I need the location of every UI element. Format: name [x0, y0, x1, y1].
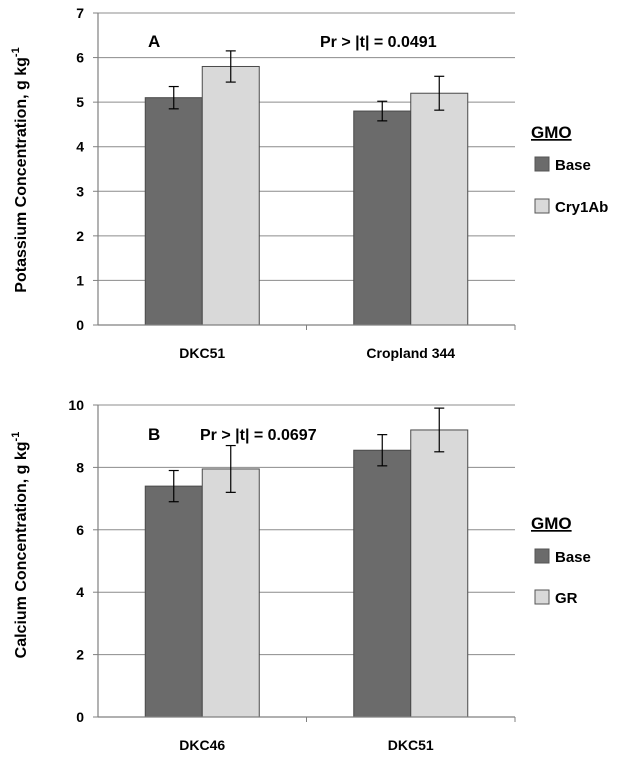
panel-b-y-tick-label: 10 [68, 397, 84, 413]
panel-a-bar-cry1ab [410, 92, 469, 326]
panel-b-bar-base [144, 485, 203, 718]
panel-b-y-tick-label: 2 [76, 647, 84, 663]
panel-b-y-axis-label-superscript: -1 [10, 432, 22, 442]
panel-b-y-tick-label: 6 [76, 522, 84, 538]
panel-b-x-category-labels: DKC46 DKC51 [179, 737, 434, 753]
panel-b-axes [93, 404, 516, 722]
panel-a-bar-base [144, 97, 203, 326]
panel-a-p-value-annotation: Pr > |t| = 0.0491 [320, 34, 437, 51]
panel-b-legend-swatch-base [534, 548, 550, 564]
panel-a-x-category-labels: DKC51 Cropland 344 [179, 345, 455, 361]
panel-a-x-category-label: DKC51 [179, 345, 225, 361]
panel-a-bar-base [353, 110, 412, 326]
panel-b-bar-base [353, 449, 412, 718]
panel-a-legend-title: GMO [531, 123, 572, 142]
panel-a-chart: 0 1 2 3 4 5 6 7 DKC51 Cropland 344 A Pr > |t| = … [10, 5, 608, 361]
panel-a-y-tick-label: 2 [76, 228, 84, 244]
panel-a-y-axis-label-superscript: -1 [10, 47, 22, 57]
panel-b-bar-gr [410, 429, 469, 718]
panel-a-bar-cry1ab [201, 65, 260, 326]
panel-a-letter: A [148, 32, 160, 51]
panel-a-y-tick-label: 3 [76, 183, 84, 199]
panel-a-y-tick-labels: 0 1 2 3 4 5 6 7 [76, 5, 84, 333]
panel-a-y-axis-label-text: Potassium Concentration, g kg [13, 57, 30, 293]
panel-a-axes [93, 12, 516, 330]
panel-a-y-tick-label: 5 [76, 94, 84, 110]
panel-b-chart: 0 2 4 6 8 10 DKC46 DKC51 B Pr > |t| = 0.0697 C… [10, 397, 591, 753]
panel-b-y-axis-label: Calcium Concentration, g kg-1 [10, 432, 30, 659]
panel-b-legend-swatch-gr [534, 589, 550, 605]
panel-b-y-tick-label: 0 [76, 709, 84, 725]
panel-a-y-tick-label: 7 [76, 5, 84, 21]
panel-a-bars [144, 65, 469, 326]
panel-b-bars [144, 429, 469, 718]
panel-b-y-tick-labels: 0 2 4 6 8 10 [68, 397, 84, 725]
panel-b-legend-label-base: Base [555, 549, 591, 566]
panel-b-y-tick-label: 4 [76, 584, 84, 600]
panel-a-y-tick-label: 0 [76, 317, 84, 333]
panel-a-y-axis-label: Potassium Concentration, g kg-1 [10, 47, 30, 292]
panel-b-legend-label-gr: GR [555, 590, 578, 607]
panel-a-y-tick-label: 6 [76, 50, 84, 66]
panel-b-x-category-label: DKC51 [388, 737, 434, 753]
panel-b-bar-gr [201, 468, 260, 718]
panel-b-legend: GMO Base GR [531, 514, 591, 607]
panel-b-x-category-label: DKC46 [179, 737, 225, 753]
panel-b-p-value-annotation: Pr > |t| = 0.0697 [200, 427, 317, 444]
panel-a-legend: GMO Base Cry1Ab [531, 123, 608, 216]
panel-b-error-bars [168, 407, 445, 503]
panel-a-error-bars [168, 50, 445, 122]
panel-b-y-axis-label-text: Calcium Concentration, g kg [13, 441, 30, 658]
panel-a-legend-label-base: Base [555, 157, 591, 174]
panel-a-y-tick-label: 1 [76, 272, 84, 288]
panel-a-legend-swatch-base [534, 156, 550, 172]
panel-a-x-category-label: Cropland 344 [366, 345, 455, 361]
panel-b-y-tick-label: 8 [76, 459, 84, 475]
panel-a-y-tick-label: 4 [76, 139, 84, 155]
panel-a-legend-label-cry1ab: Cry1Ab [555, 199, 608, 216]
panel-b-legend-title: GMO [531, 514, 572, 533]
panel-b-letter: B [148, 425, 160, 444]
panel-a-legend-swatch-cry1ab [534, 198, 550, 214]
